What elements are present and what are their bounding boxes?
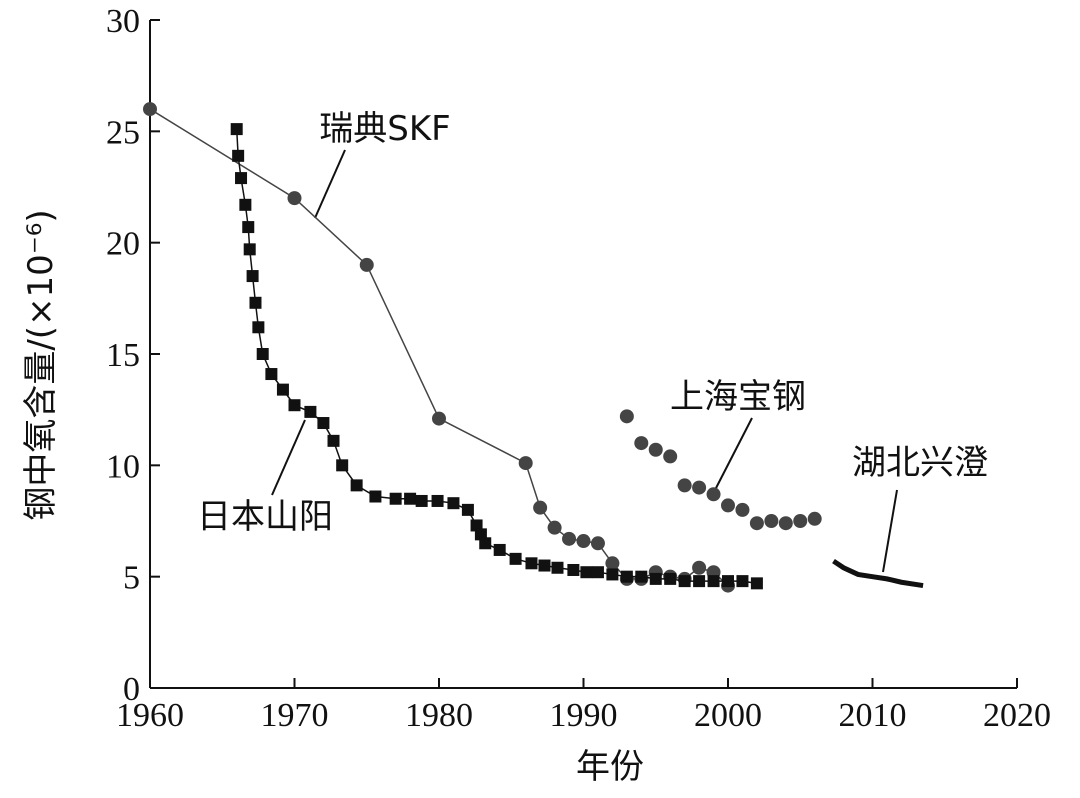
series-label: 上海宝钢 bbox=[670, 377, 806, 417]
point bbox=[431, 494, 444, 507]
point bbox=[634, 436, 649, 451]
point bbox=[807, 511, 822, 526]
y-tick-label: 0 bbox=[123, 671, 140, 708]
point bbox=[239, 198, 252, 211]
point bbox=[750, 577, 763, 590]
series-label: 瑞典SKF bbox=[319, 109, 450, 149]
point bbox=[304, 405, 317, 418]
x-tick-label: 1980 bbox=[405, 697, 473, 734]
leader-line bbox=[271, 419, 306, 496]
point bbox=[620, 570, 633, 583]
point bbox=[580, 566, 593, 579]
point bbox=[663, 449, 678, 464]
point bbox=[232, 149, 245, 162]
point bbox=[648, 442, 663, 457]
x-tick-label: 1960 bbox=[116, 697, 184, 734]
point bbox=[235, 172, 248, 185]
point bbox=[692, 480, 707, 495]
point bbox=[389, 492, 402, 505]
point bbox=[230, 123, 243, 136]
point bbox=[276, 383, 289, 396]
point bbox=[243, 243, 256, 256]
point bbox=[533, 500, 548, 515]
point bbox=[415, 494, 428, 507]
point bbox=[547, 520, 562, 535]
y-tick-label: 15 bbox=[106, 337, 140, 374]
point bbox=[649, 572, 662, 585]
y-axis-label: 钢中氧含量/(×10⁻⁶) bbox=[21, 209, 61, 520]
y-tick-label: 5 bbox=[123, 560, 140, 597]
point bbox=[317, 417, 330, 430]
y-tick-label: 20 bbox=[106, 226, 140, 263]
point bbox=[605, 556, 620, 571]
point bbox=[359, 257, 374, 272]
leader-line bbox=[314, 149, 346, 219]
point bbox=[249, 296, 262, 309]
point bbox=[567, 563, 580, 576]
point bbox=[635, 570, 648, 583]
point bbox=[404, 492, 417, 505]
series-label: 湖北兴澄 bbox=[852, 443, 988, 483]
series-line bbox=[832, 558, 924, 589]
point bbox=[706, 487, 721, 502]
point bbox=[350, 479, 363, 492]
point bbox=[722, 575, 734, 588]
annotations bbox=[271, 149, 898, 573]
point bbox=[336, 459, 349, 472]
point bbox=[692, 560, 707, 575]
point bbox=[447, 497, 460, 510]
point bbox=[525, 557, 538, 570]
leader-line bbox=[714, 417, 753, 491]
point bbox=[287, 191, 302, 206]
point bbox=[678, 575, 691, 588]
point bbox=[764, 514, 779, 528]
point bbox=[432, 411, 446, 426]
point bbox=[590, 536, 605, 551]
y-tick-label: 25 bbox=[106, 114, 140, 151]
point bbox=[721, 498, 735, 513]
x-tick-label: 2000 bbox=[694, 697, 762, 734]
leader-line bbox=[882, 489, 898, 573]
point bbox=[778, 516, 793, 531]
series-label: 日本山阳 bbox=[197, 497, 333, 537]
point bbox=[606, 568, 619, 581]
point bbox=[707, 575, 720, 588]
point bbox=[576, 534, 591, 549]
point bbox=[246, 270, 259, 283]
point bbox=[493, 543, 506, 556]
x-tick-label: 1970 bbox=[261, 697, 329, 734]
point bbox=[749, 516, 764, 531]
x-axis-label: 年份 bbox=[576, 747, 644, 787]
point bbox=[509, 552, 522, 565]
point bbox=[619, 409, 634, 424]
point bbox=[518, 456, 533, 471]
point bbox=[562, 531, 577, 546]
point bbox=[736, 575, 749, 588]
point bbox=[693, 575, 706, 588]
point bbox=[265, 368, 278, 381]
y-tick-label: 30 bbox=[106, 3, 140, 40]
point bbox=[143, 102, 157, 117]
point bbox=[538, 559, 551, 572]
point bbox=[664, 572, 677, 585]
point bbox=[479, 537, 492, 550]
point bbox=[461, 503, 474, 516]
y-tick-label: 10 bbox=[106, 448, 140, 485]
point bbox=[252, 321, 265, 334]
point bbox=[256, 348, 269, 360]
point bbox=[735, 502, 750, 517]
x-tick-label: 2020 bbox=[983, 697, 1051, 734]
x-tick-label: 2010 bbox=[839, 697, 907, 734]
point bbox=[288, 399, 301, 412]
point bbox=[327, 434, 340, 447]
point bbox=[242, 221, 255, 234]
point bbox=[793, 514, 808, 528]
point bbox=[591, 566, 604, 579]
point bbox=[551, 561, 564, 574]
x-tick-label: 1990 bbox=[550, 697, 618, 734]
point bbox=[369, 490, 382, 503]
point bbox=[677, 478, 692, 493]
